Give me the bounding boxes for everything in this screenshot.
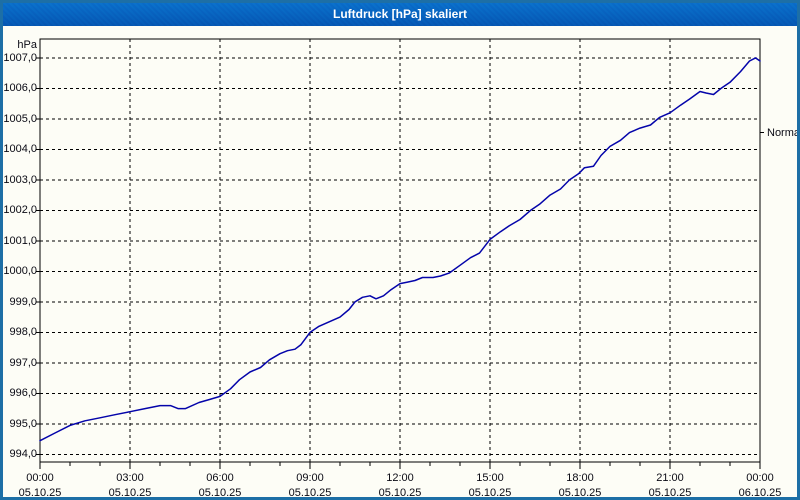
y-axis-label: 996,0 — [9, 387, 37, 400]
x-axis-time-label: 15:00 — [476, 472, 504, 484]
x-axis-date-label: 05.10.25 — [288, 487, 332, 499]
y-axis-label: 1000,0 — [3, 265, 37, 278]
x-axis-date-label: 05.10.25 — [18, 487, 62, 499]
pressure-line — [39, 57, 761, 442]
x-axis-time-label: 00:00 — [26, 472, 54, 484]
chart-canvas — [36, 38, 764, 469]
x-axis-time-label: 00:00 — [746, 472, 774, 484]
plot-area — [36, 38, 764, 469]
x-axis-time-label: 06:00 — [206, 472, 234, 484]
y-axis-label: 1002,0 — [3, 204, 37, 217]
y-axis-label: 994,0 — [9, 448, 37, 461]
y-axis-label: 1004,0 — [3, 143, 37, 156]
normal-annotation-label: Normal — [767, 126, 800, 139]
y-axis-label: 997,0 — [9, 356, 37, 369]
x-axis-time-label: 21:00 — [656, 472, 684, 484]
window-title: Luftdruck [hPa] skaliert — [332, 7, 468, 21]
x-axis-time-label: 03:00 — [116, 472, 144, 484]
x-axis-date-label: 05.10.25 — [108, 487, 152, 499]
y-axis-label: 1005,0 — [3, 112, 37, 125]
y-axis-unit-label: hPa — [17, 38, 37, 51]
x-axis-date-label: 05.10.25 — [648, 487, 692, 499]
y-axis-label: 1007,0 — [3, 51, 37, 64]
y-axis-label: 1003,0 — [3, 173, 37, 186]
y-axis-label: 998,0 — [9, 326, 37, 339]
x-axis-date-label: 05.10.25 — [468, 487, 512, 499]
x-axis-date-label: 05.10.25 — [558, 487, 602, 499]
x-axis-date-label: 06.10.25 — [738, 487, 782, 499]
y-axis-label: 995,0 — [9, 417, 37, 430]
y-axis-label: 1001,0 — [3, 234, 37, 247]
x-axis-time-label: 18:00 — [566, 472, 594, 484]
window-title-bar[interactable]: Luftdruck [hPa] skaliert — [3, 3, 797, 26]
x-axis-date-label: 05.10.25 — [378, 487, 422, 499]
chart-content: hPa 1007,0 1006,0 1005,0 1004,0 1003,0 1002,0… — [3, 26, 797, 497]
x-axis-time-label: 12:00 — [386, 472, 414, 484]
y-axis-label: 1006,0 — [3, 82, 37, 95]
x-axis-time-label: 09:00 — [296, 472, 324, 484]
y-axis-label: 999,0 — [9, 295, 37, 308]
x-axis-date-label: 05.10.25 — [198, 487, 242, 499]
plot-border — [39, 38, 761, 463]
